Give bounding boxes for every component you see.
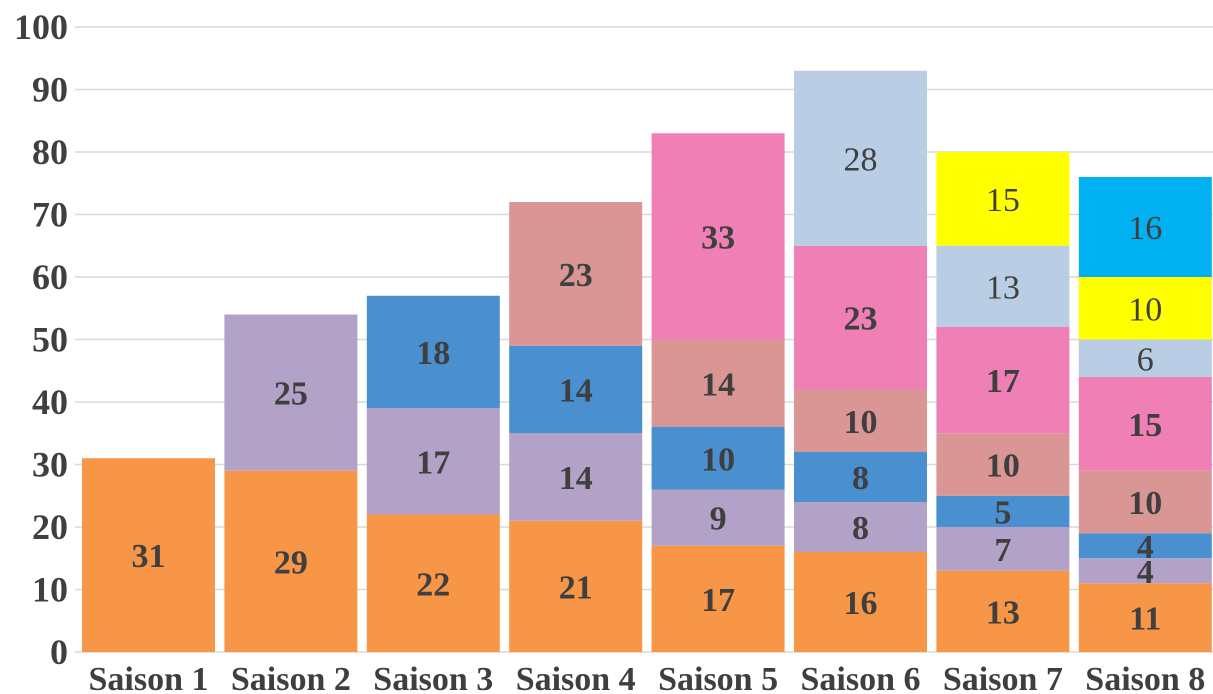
y-tick-label: 0 bbox=[50, 632, 68, 672]
bar-segment bbox=[936, 527, 1070, 571]
data-labels: 31 29 25 22 17 18 21 14 14 23 17 9 10 14 33 16 8 8 10 23 28 1… bbox=[132, 141, 1163, 637]
data-label: 10 bbox=[1128, 291, 1162, 328]
bar-segment bbox=[1078, 583, 1212, 652]
data-label: 8 bbox=[852, 460, 869, 497]
data-label: 23 bbox=[844, 301, 878, 338]
data-label: 14 bbox=[559, 373, 593, 410]
data-label: 22 bbox=[416, 566, 450, 603]
data-label: 33 bbox=[701, 219, 735, 256]
bar-segment bbox=[794, 70, 927, 246]
data-label: 9 bbox=[710, 501, 727, 538]
bar-segments bbox=[82, 70, 1212, 652]
y-tick-label: 50 bbox=[32, 320, 68, 360]
bar-segment bbox=[794, 502, 927, 552]
bar-segment bbox=[1078, 339, 1212, 377]
bar-segment bbox=[794, 552, 927, 652]
bar-segment bbox=[936, 495, 1070, 527]
data-label: 5 bbox=[994, 494, 1011, 531]
y-tick-label: 80 bbox=[32, 132, 68, 172]
data-label: 17 bbox=[986, 363, 1020, 400]
bar-segment bbox=[224, 314, 358, 471]
data-label: 10 bbox=[1128, 485, 1162, 522]
data-label: 14 bbox=[701, 366, 735, 403]
data-label: 4 bbox=[1137, 554, 1154, 591]
data-label: 17 bbox=[701, 582, 735, 619]
bar-segment bbox=[1078, 277, 1212, 340]
x-category-label: Saison 8 bbox=[1085, 661, 1205, 694]
x-category-label: Saison 6 bbox=[801, 661, 921, 694]
data-label: 10 bbox=[986, 448, 1020, 485]
data-label: 6 bbox=[1137, 341, 1154, 378]
y-tick-label: 40 bbox=[32, 382, 68, 422]
bar-segment bbox=[651, 133, 785, 340]
bar-segment bbox=[509, 345, 643, 434]
data-label: 13 bbox=[986, 269, 1020, 306]
bar-segment bbox=[794, 452, 927, 502]
bar-segment bbox=[1078, 558, 1212, 584]
bar-segment bbox=[1078, 177, 1212, 277]
bar-segment bbox=[366, 295, 500, 409]
data-label: 28 bbox=[844, 141, 878, 178]
bar-segment bbox=[651, 427, 785, 490]
data-label: 16 bbox=[1128, 210, 1162, 247]
bar-segment bbox=[651, 545, 785, 652]
data-label: 31 bbox=[132, 538, 166, 575]
bar-segment bbox=[936, 433, 1070, 496]
data-label: 18 bbox=[416, 335, 450, 372]
data-label: 17 bbox=[416, 444, 450, 481]
data-label: 23 bbox=[559, 257, 593, 294]
y-tick-label: 100 bbox=[14, 7, 68, 47]
y-tick-label: 30 bbox=[32, 445, 68, 485]
bar-segment bbox=[509, 202, 643, 346]
bar-segment bbox=[509, 433, 643, 521]
data-label: 21 bbox=[559, 569, 593, 606]
data-label: 13 bbox=[986, 594, 1020, 631]
bar-segment bbox=[936, 327, 1070, 434]
y-tick-label: 60 bbox=[32, 257, 68, 297]
x-axis-category-labels: Saison 1 Saison 2 Saison 3 Saison 4 Saison 5… bbox=[89, 661, 1206, 694]
bar-segment bbox=[1078, 533, 1212, 559]
x-category-label: Saison 7 bbox=[943, 661, 1063, 694]
data-label: 25 bbox=[274, 376, 308, 413]
bar-segment bbox=[651, 339, 785, 427]
data-label: 11 bbox=[1129, 601, 1161, 638]
bar-segment bbox=[82, 458, 215, 652]
bar-segment bbox=[1078, 470, 1212, 534]
bar-segment bbox=[794, 245, 927, 390]
bar-segment bbox=[794, 389, 927, 452]
bar-segment bbox=[936, 570, 1070, 652]
data-label: 15 bbox=[986, 182, 1020, 219]
data-label: 7 bbox=[994, 532, 1011, 569]
bar-segment bbox=[936, 152, 1070, 246]
y-tick-label: 70 bbox=[32, 195, 68, 235]
y-tick-label: 10 bbox=[32, 570, 68, 610]
data-label: 15 bbox=[1128, 407, 1162, 444]
data-label: 10 bbox=[844, 404, 878, 441]
bar-segment bbox=[651, 489, 785, 546]
x-category-label: Saison 1 bbox=[89, 661, 209, 694]
bar-segment bbox=[366, 408, 500, 515]
x-category-label: Saison 3 bbox=[373, 661, 493, 694]
bar-segment bbox=[224, 470, 358, 652]
x-category-label: Saison 4 bbox=[516, 661, 636, 694]
data-label: 4 bbox=[1137, 529, 1154, 566]
data-label: 16 bbox=[844, 585, 878, 622]
bar-segment bbox=[509, 520, 643, 652]
y-tick-label: 20 bbox=[32, 507, 68, 547]
data-label: 29 bbox=[274, 544, 308, 581]
data-label: 14 bbox=[559, 460, 593, 497]
data-label: 10 bbox=[701, 441, 735, 478]
x-category-label: Saison 2 bbox=[231, 661, 351, 694]
data-label: 8 bbox=[852, 510, 869, 547]
y-tick-label: 90 bbox=[32, 70, 68, 110]
y-axis-tick-labels: 0 10 20 30 40 50 60 70 80 90 100 bbox=[14, 7, 68, 672]
bar-segment bbox=[366, 514, 500, 652]
bar-segment bbox=[936, 245, 1070, 327]
x-category-label: Saison 5 bbox=[658, 661, 778, 694]
bar-segment bbox=[1078, 377, 1212, 471]
